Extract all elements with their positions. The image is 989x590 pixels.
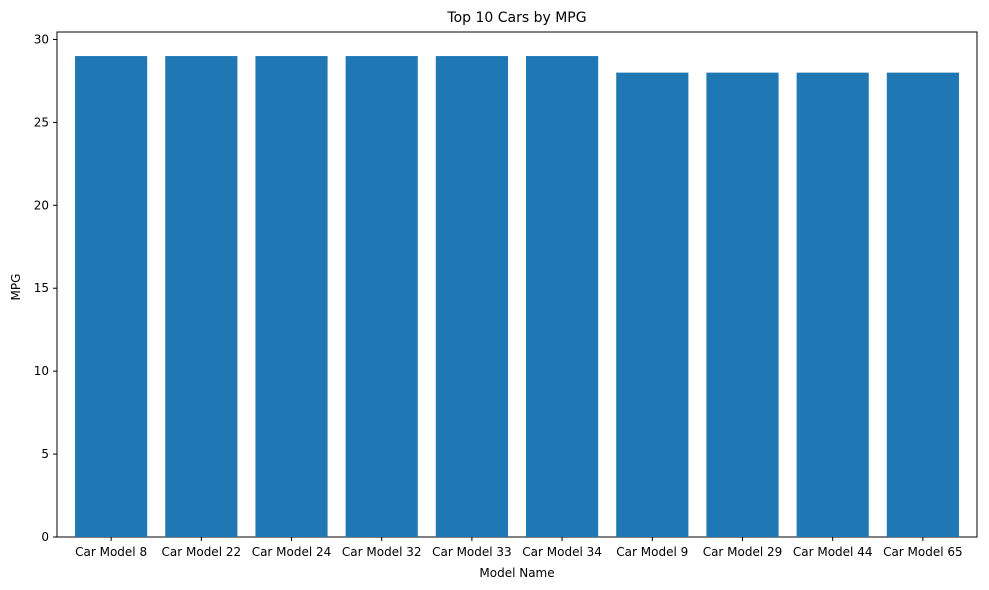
plot-area bbox=[56, 31, 978, 538]
y-tick-label: 25 bbox=[34, 115, 49, 129]
bar-1 bbox=[75, 56, 148, 538]
x-tick-label: Car Model 9 bbox=[616, 545, 688, 559]
x-tick-label: Car Model 24 bbox=[252, 545, 332, 559]
y-tick-label: 0 bbox=[41, 530, 49, 544]
x-tick-label: Car Model 44 bbox=[793, 545, 873, 559]
x-tick-label: Car Model 33 bbox=[432, 545, 512, 559]
bar-10 bbox=[886, 72, 959, 537]
x-tick-label: Car Model 29 bbox=[703, 545, 783, 559]
y-axis-label: MPG bbox=[9, 274, 23, 301]
bar-2 bbox=[165, 56, 238, 538]
y-tick-label: 20 bbox=[34, 198, 49, 212]
x-tick-label: Car Model 34 bbox=[522, 545, 602, 559]
bar-5 bbox=[435, 56, 508, 538]
y-tick-label: 10 bbox=[34, 364, 49, 378]
x-tick-label: Car Model 8 bbox=[75, 545, 147, 559]
bar-6 bbox=[526, 56, 599, 538]
x-tick-label: Car Model 32 bbox=[342, 545, 422, 559]
x-tick-label: Car Model 65 bbox=[883, 545, 963, 559]
plot-frame bbox=[56, 31, 978, 538]
x-axis-label: Model Name bbox=[479, 566, 554, 580]
bar-3 bbox=[255, 56, 328, 538]
bar-4 bbox=[345, 56, 418, 538]
bars-group bbox=[75, 56, 959, 538]
bar-7 bbox=[616, 72, 689, 537]
x-tick-label: Car Model 22 bbox=[162, 545, 242, 559]
bar-8 bbox=[706, 72, 779, 537]
y-axis-ticks: 0 5 10 15 20 25 30 bbox=[34, 32, 57, 544]
y-tick-label: 30 bbox=[34, 32, 49, 46]
chart-title: Top 10 Cars by MPG bbox=[446, 10, 586, 26]
y-tick-label: 5 bbox=[41, 447, 49, 461]
bar-9 bbox=[796, 72, 869, 537]
x-axis-ticks: Car Model 8 Car Model 22 Car Model 24 Car M… bbox=[75, 537, 963, 559]
y-tick-label: 15 bbox=[34, 281, 49, 295]
